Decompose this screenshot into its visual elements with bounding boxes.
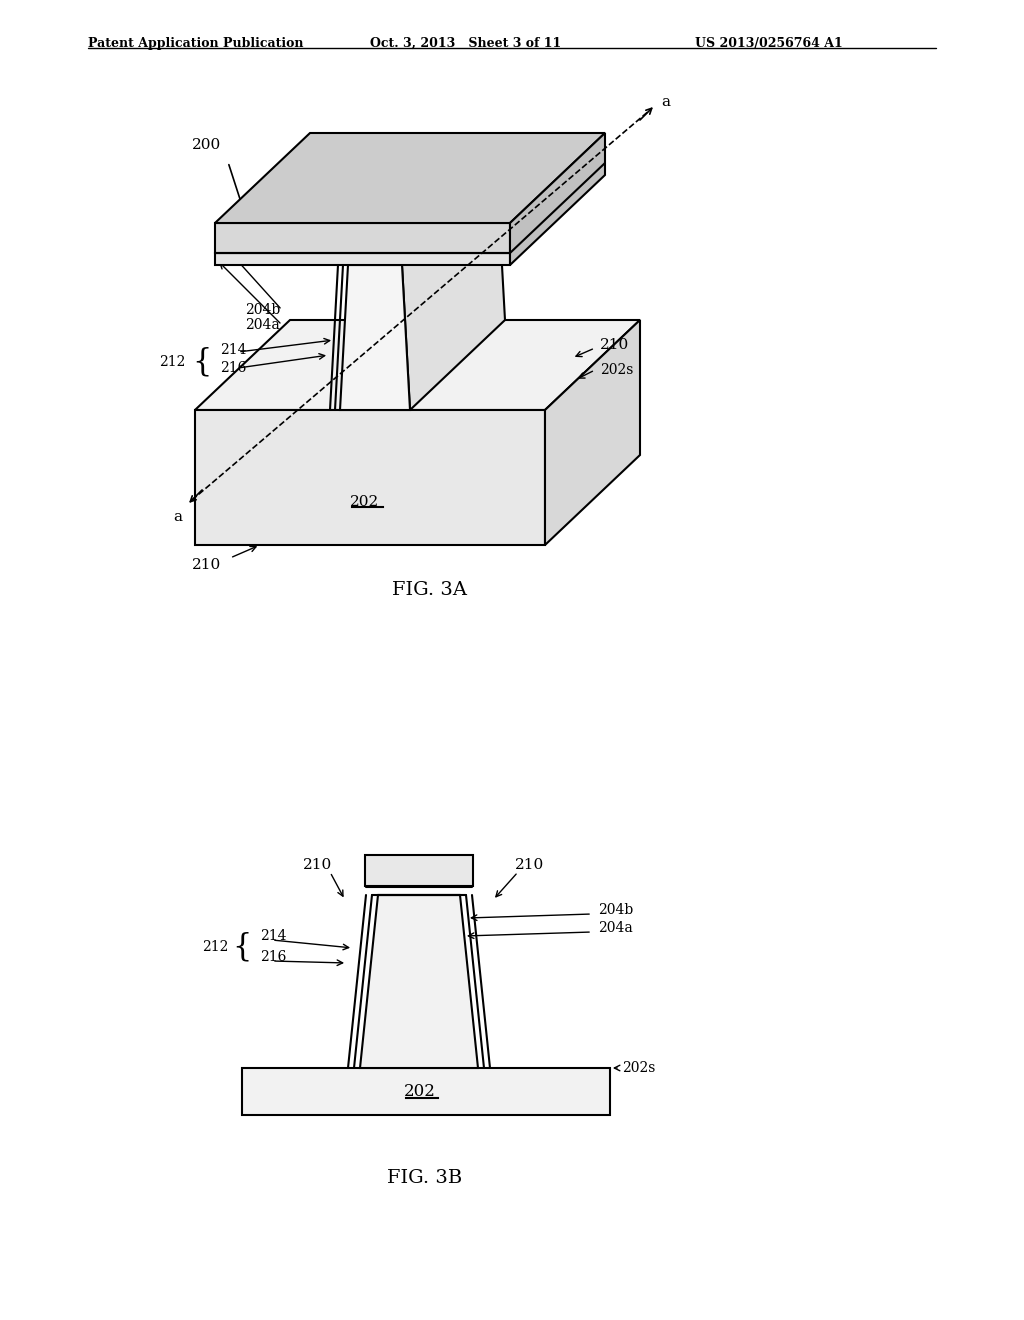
Text: 212: 212 bbox=[202, 940, 228, 954]
Text: 214: 214 bbox=[220, 343, 247, 356]
Polygon shape bbox=[545, 319, 640, 545]
Text: 204b: 204b bbox=[598, 903, 633, 917]
Polygon shape bbox=[348, 176, 497, 265]
Text: 212: 212 bbox=[159, 355, 185, 370]
Polygon shape bbox=[242, 1068, 610, 1115]
Polygon shape bbox=[195, 319, 640, 411]
Text: 216: 216 bbox=[220, 360, 247, 375]
Text: {: { bbox=[193, 346, 211, 378]
Text: 210: 210 bbox=[515, 858, 545, 873]
Text: 210: 210 bbox=[303, 858, 333, 873]
Polygon shape bbox=[215, 223, 510, 253]
Text: 202: 202 bbox=[350, 495, 380, 510]
Polygon shape bbox=[195, 411, 545, 545]
Text: 204a: 204a bbox=[246, 318, 280, 333]
Polygon shape bbox=[215, 133, 605, 223]
Text: 202s: 202s bbox=[622, 1061, 655, 1074]
Text: 204b: 204b bbox=[245, 304, 280, 317]
Polygon shape bbox=[360, 895, 478, 1068]
Text: 204a: 204a bbox=[598, 921, 633, 935]
Text: 210: 210 bbox=[600, 338, 630, 352]
Polygon shape bbox=[402, 176, 505, 411]
Text: {: { bbox=[232, 932, 251, 962]
Text: FIG. 3B: FIG. 3B bbox=[387, 1170, 463, 1187]
Polygon shape bbox=[510, 133, 605, 265]
Text: US 2013/0256764 A1: US 2013/0256764 A1 bbox=[695, 37, 843, 50]
Text: 200: 200 bbox=[193, 139, 221, 152]
Text: 216: 216 bbox=[260, 950, 287, 964]
Text: Patent Application Publication: Patent Application Publication bbox=[88, 37, 303, 50]
Polygon shape bbox=[365, 855, 473, 886]
Text: 210: 210 bbox=[193, 558, 221, 572]
Polygon shape bbox=[340, 265, 410, 411]
Text: 202s: 202s bbox=[600, 363, 634, 378]
Text: 214: 214 bbox=[260, 929, 287, 942]
Text: FIG. 3A: FIG. 3A bbox=[392, 581, 468, 599]
Text: a: a bbox=[662, 95, 670, 110]
Text: 202: 202 bbox=[404, 1084, 436, 1101]
Polygon shape bbox=[215, 253, 510, 265]
Text: Oct. 3, 2013   Sheet 3 of 11: Oct. 3, 2013 Sheet 3 of 11 bbox=[370, 37, 561, 50]
Text: a: a bbox=[173, 510, 182, 524]
